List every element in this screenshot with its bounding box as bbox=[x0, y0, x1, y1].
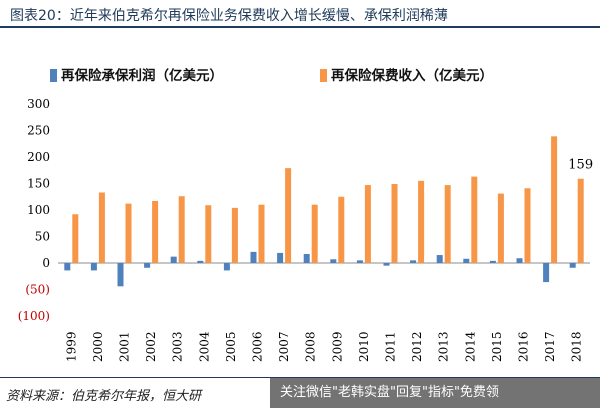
x-tick-label: 2003 bbox=[171, 331, 185, 362]
y-tick-label: 200 bbox=[27, 150, 50, 164]
bar-premium bbox=[444, 185, 451, 263]
x-tick-label: 2006 bbox=[251, 331, 265, 362]
bar-profit bbox=[543, 263, 550, 283]
legend-label-profit: 再保险承保利润（亿美元） bbox=[61, 68, 223, 84]
y-tick-label: 250 bbox=[27, 124, 50, 138]
bar-premium bbox=[338, 196, 345, 263]
watermark-banner: 关注微信"老韩实盘"回复"指标"免费领 bbox=[270, 378, 600, 408]
bar-premium bbox=[391, 184, 398, 263]
bar-premium bbox=[178, 196, 185, 263]
bar-profit bbox=[223, 263, 230, 271]
chart-title: 图表20：近年来伯克希尔再保险业务保费收入增长缓慢、承保利润稀薄 bbox=[0, 0, 600, 28]
legend: 再保险承保利润（亿美元） 再保险保费收入（亿美元） bbox=[50, 64, 590, 84]
bar-premium bbox=[125, 203, 132, 263]
bar-premium bbox=[231, 207, 238, 263]
y-tick-label: 300 bbox=[27, 97, 50, 111]
bar-profit bbox=[277, 252, 284, 263]
bar-premium bbox=[551, 136, 558, 263]
bar-profit bbox=[569, 263, 576, 268]
y-tick-label: (100) bbox=[18, 309, 50, 323]
bar-premium bbox=[524, 188, 531, 263]
x-tick-label: 2014 bbox=[463, 331, 477, 362]
bar-premium bbox=[497, 193, 504, 263]
bar-chart: 300 250 200 150 100 50 0 (50) (100) 1999 2000 2001 2… bbox=[18, 97, 593, 362]
bar-profit bbox=[197, 260, 204, 263]
bar-premium bbox=[98, 192, 105, 263]
bar-profit bbox=[303, 253, 310, 263]
bar-profit bbox=[117, 263, 124, 287]
bar-premium bbox=[364, 185, 371, 263]
x-tick-label: 2004 bbox=[197, 331, 211, 362]
bar-premium bbox=[285, 168, 292, 263]
bar-profit bbox=[330, 259, 337, 263]
source-note: 资料来源：伯克希尔年报，恒大研 bbox=[6, 389, 202, 404]
x-tick-label: 2015 bbox=[490, 331, 504, 362]
bar-premium bbox=[152, 200, 159, 263]
bar-profit bbox=[410, 260, 417, 263]
x-tick-label: 2010 bbox=[357, 331, 371, 362]
bar-profit bbox=[64, 263, 71, 271]
bar-profit bbox=[383, 263, 390, 266]
bar-premium bbox=[258, 204, 265, 263]
y-tick-label: 0 bbox=[42, 256, 50, 270]
bar-profit bbox=[170, 256, 177, 263]
x-tick-label: 2018 bbox=[570, 331, 584, 362]
bar-premium bbox=[205, 205, 212, 263]
x-tick-label: 2007 bbox=[277, 331, 291, 362]
x-tick-label: 2008 bbox=[304, 331, 318, 362]
bar-premium bbox=[72, 214, 79, 263]
bar-premium bbox=[577, 178, 584, 263]
y-tick-label: 150 bbox=[27, 177, 50, 191]
bar-premium bbox=[471, 176, 478, 263]
legend-item-premium: 再保险保费收入（亿美元） bbox=[320, 64, 493, 84]
x-tick-label: 1999 bbox=[64, 331, 78, 362]
x-tick-label: 2011 bbox=[384, 331, 398, 362]
bar-profit bbox=[436, 255, 443, 263]
legend-swatch-profit bbox=[50, 69, 57, 82]
x-tick-label: 2013 bbox=[437, 331, 451, 362]
x-tick-label: 2009 bbox=[330, 331, 344, 362]
x-tick-label: 2001 bbox=[118, 331, 132, 362]
x-tick-label: 2012 bbox=[410, 331, 424, 362]
x-tick-label: 2016 bbox=[517, 331, 531, 362]
bar-premium bbox=[418, 180, 425, 263]
y-tick-label: 100 bbox=[27, 203, 50, 217]
footer: 资料来源：伯克希尔年报，恒大研 关注微信"老韩实盘"回复"指标"免费领 bbox=[0, 377, 600, 408]
bar-profit bbox=[250, 251, 257, 263]
x-tick-label: 2000 bbox=[91, 331, 105, 362]
y-tick-label: 50 bbox=[35, 230, 50, 244]
legend-item-profit: 再保险承保利润（亿美元） bbox=[50, 64, 223, 84]
bar-profit bbox=[463, 258, 470, 263]
bar-premium bbox=[311, 204, 318, 263]
y-tick-label: (50) bbox=[25, 283, 50, 297]
bar-profit bbox=[489, 260, 496, 263]
legend-swatch-premium bbox=[320, 69, 327, 82]
bar-profit bbox=[356, 260, 363, 263]
bar-profit bbox=[144, 263, 151, 268]
legend-label-premium: 再保险保费收入（亿美元） bbox=[331, 68, 493, 84]
bar-profit bbox=[516, 258, 523, 263]
x-tick-label: 2005 bbox=[224, 331, 238, 362]
x-tick-label: 2002 bbox=[144, 331, 158, 362]
bar-profit bbox=[90, 263, 97, 271]
x-tick-label: 2017 bbox=[543, 331, 557, 362]
data-label: 159 bbox=[568, 158, 593, 173]
